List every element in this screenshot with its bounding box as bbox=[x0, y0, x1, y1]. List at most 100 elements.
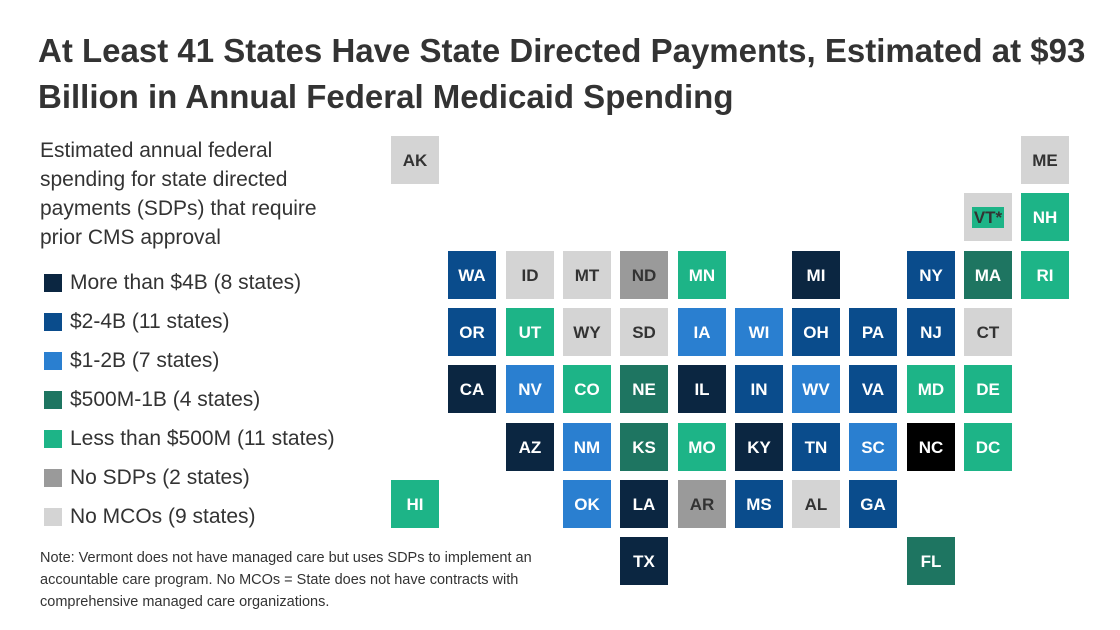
state-tile-tx: TX bbox=[620, 537, 668, 585]
legend-swatch bbox=[44, 274, 62, 292]
legend-swatch bbox=[44, 391, 62, 409]
legend-item-nosdp: No SDPs (2 states) bbox=[44, 463, 250, 493]
state-tile-in: IN bbox=[735, 365, 783, 413]
state-abbr: DC bbox=[975, 437, 1001, 457]
legend-swatch bbox=[44, 469, 62, 487]
legend-item-lt500m: Less than $500M (11 states) bbox=[44, 424, 335, 454]
state-abbr: HI bbox=[406, 494, 424, 514]
state-abbr: MD bbox=[917, 379, 945, 399]
state-tile-ar: AR bbox=[678, 480, 726, 528]
state-tile-mi: MI bbox=[792, 251, 840, 299]
state-tile-nv: NV bbox=[506, 365, 554, 413]
state-tile-ne: NE bbox=[620, 365, 668, 413]
legend-swatch bbox=[44, 313, 62, 331]
legend-swatch bbox=[44, 352, 62, 370]
state-tile-or: OR bbox=[448, 308, 496, 356]
state-tile-oh: OH bbox=[792, 308, 840, 356]
state-tile-pa: PA bbox=[849, 308, 897, 356]
legend-label: Less than $500M (11 states) bbox=[70, 427, 335, 450]
state-tile-wv: WV bbox=[792, 365, 840, 413]
state-tile-fl: FL bbox=[907, 537, 955, 585]
state-tile-la: LA bbox=[620, 480, 668, 528]
legend-item-gt4b: More than $4B (8 states) bbox=[44, 268, 301, 298]
state-abbr: UT bbox=[518, 322, 542, 342]
state-abbr: IA bbox=[693, 322, 711, 342]
state-abbr: WY bbox=[573, 322, 601, 342]
state-tile-md: MD bbox=[907, 365, 955, 413]
state-tile-va: VA bbox=[849, 365, 897, 413]
state-tile-ok: OK bbox=[563, 480, 611, 528]
legend-item-500mto1b: $500M-1B (4 states) bbox=[44, 385, 260, 415]
state-tile-dc: DC bbox=[964, 423, 1012, 471]
legend-label: $500M-1B (4 states) bbox=[70, 388, 261, 411]
state-abbr: AK bbox=[402, 150, 428, 170]
state-abbr: NJ bbox=[920, 322, 942, 342]
legend-label: $1-2B (7 states) bbox=[70, 349, 220, 372]
state-tile-hi: HI bbox=[391, 480, 439, 528]
state-abbr: MO bbox=[688, 437, 716, 457]
state-tile-vt: VT* bbox=[964, 193, 1012, 241]
state-tile-ga: GA bbox=[849, 480, 897, 528]
state-abbr: IN bbox=[750, 379, 768, 399]
state-abbr: MI bbox=[806, 265, 826, 285]
legend-item-1to2b: $1-2B (7 states) bbox=[44, 346, 219, 376]
legend-swatch bbox=[44, 508, 62, 526]
footnote: Note: Vermont does not have managed care… bbox=[40, 550, 532, 610]
state-abbr: OH bbox=[803, 322, 829, 342]
state-tile-ia: IA bbox=[678, 308, 726, 356]
state-abbr: NM bbox=[573, 437, 601, 457]
state-tile-mn: MN bbox=[678, 251, 726, 299]
state-tile-ma: MA bbox=[964, 251, 1012, 299]
legend-item-2to4b: $2-4B (11 states) bbox=[44, 307, 230, 337]
state-tile-mo: MO bbox=[678, 423, 726, 471]
chart-title: At Least 41 States Have State Directed P… bbox=[38, 32, 1086, 115]
state-tile-mt: MT bbox=[563, 251, 611, 299]
state-abbr: KS bbox=[632, 437, 656, 457]
state-abbr: ID bbox=[521, 265, 539, 285]
legend-swatch bbox=[44, 430, 62, 448]
state-abbr: WA bbox=[458, 265, 486, 285]
state-tile-ks: KS bbox=[620, 423, 668, 471]
state-abbr: TX bbox=[633, 551, 655, 571]
state-abbr: CO bbox=[574, 379, 600, 399]
state-abbr: OR bbox=[459, 322, 485, 342]
state-abbr: NV bbox=[518, 379, 542, 399]
legend-label: No SDPs (2 states) bbox=[70, 466, 250, 489]
state-tile-id: ID bbox=[506, 251, 554, 299]
state-abbr: CT bbox=[976, 322, 1000, 342]
state-abbr: WV bbox=[802, 379, 830, 399]
state-tile-wy: WY bbox=[563, 308, 611, 356]
state-abbr: MT bbox=[574, 265, 600, 285]
legend-item-nomco: No MCOs (9 states) bbox=[44, 502, 256, 532]
state-abbr: MA bbox=[974, 265, 1002, 285]
state-tile-ri: RI bbox=[1021, 251, 1069, 299]
state-tile-ny: NY bbox=[907, 251, 955, 299]
state-tile-wi: WI bbox=[735, 308, 783, 356]
state-tile-ca: CA bbox=[448, 365, 496, 413]
state-tile-de: DE bbox=[964, 365, 1012, 413]
state-abbr: IL bbox=[694, 379, 710, 399]
state-tile-az: AZ bbox=[506, 423, 554, 471]
chart-subtitle: Estimated annual federal spending for st… bbox=[40, 139, 317, 249]
legend-label: More than $4B (8 states) bbox=[70, 271, 302, 294]
state-abbr: KY bbox=[747, 437, 771, 457]
state-tile-al: AL bbox=[792, 480, 840, 528]
state-abbr: FL bbox=[920, 551, 942, 571]
state-abbr: DE bbox=[976, 379, 1000, 399]
legend-label: No MCOs (9 states) bbox=[70, 505, 256, 528]
state-tile-ms: MS bbox=[735, 480, 783, 528]
state-abbr: AR bbox=[689, 494, 715, 514]
state-tile-ky: KY bbox=[735, 423, 783, 471]
state-abbr: AZ bbox=[518, 437, 542, 457]
state-abbr: NE bbox=[632, 379, 656, 399]
state-tile-il: IL bbox=[678, 365, 726, 413]
state-tile-ct: CT bbox=[964, 308, 1012, 356]
state-tile-co: CO bbox=[563, 365, 611, 413]
state-abbr: WI bbox=[748, 322, 770, 342]
state-abbr: NY bbox=[919, 265, 943, 285]
state-abbr: NC bbox=[918, 437, 944, 457]
state-abbr: LA bbox=[632, 494, 656, 514]
state-tile-wa: WA bbox=[448, 251, 496, 299]
state-abbr: NH bbox=[1032, 207, 1058, 227]
